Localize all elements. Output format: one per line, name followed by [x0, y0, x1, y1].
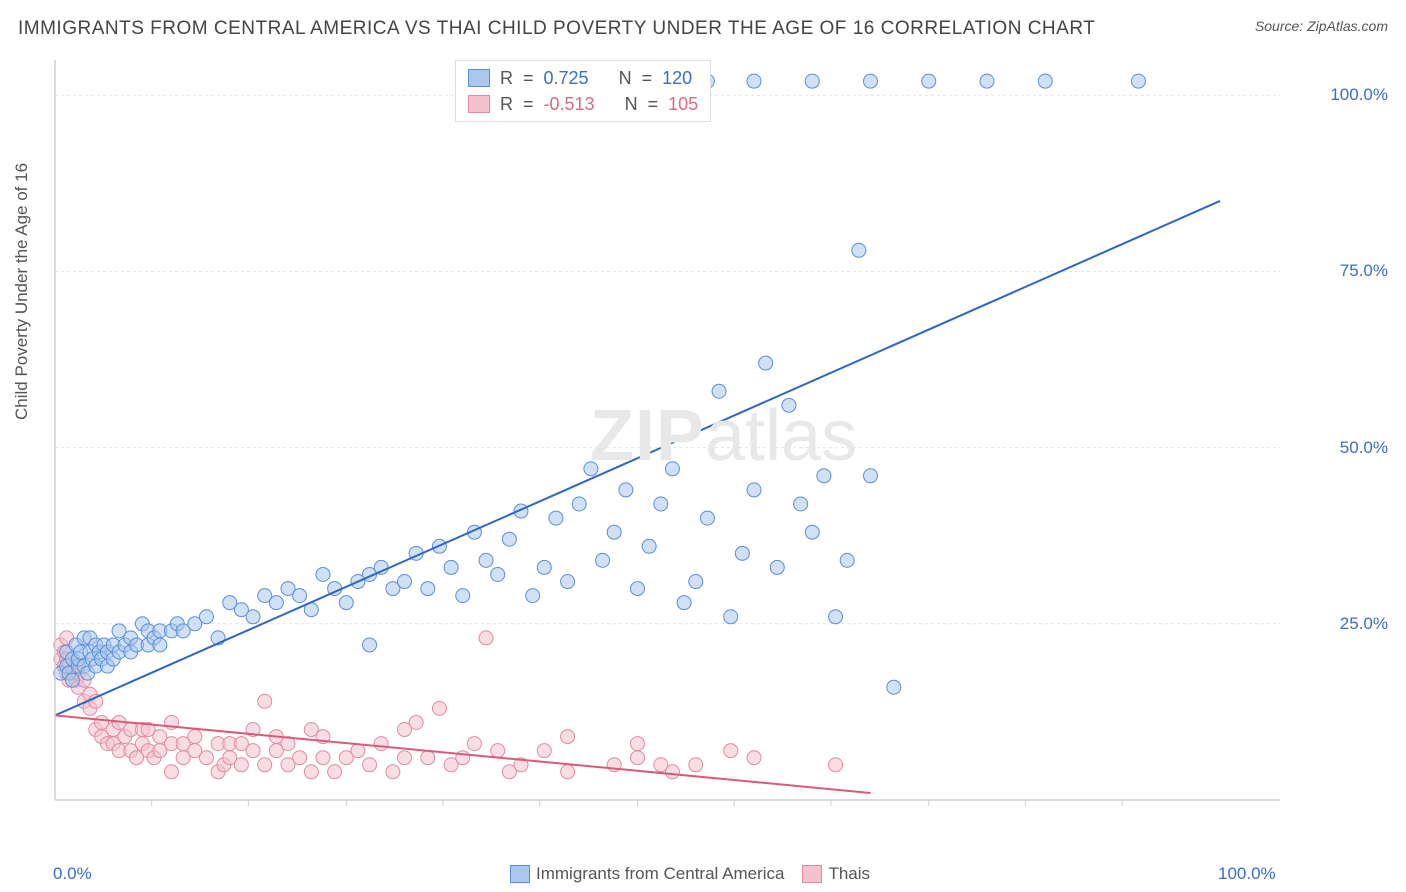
y-tick-label: 25.0% [1340, 614, 1388, 634]
scatter-plot [50, 55, 1290, 825]
x-tick-label: 100.0% [1218, 864, 1276, 884]
n-value-b: 105 [668, 94, 698, 115]
series-a-name: Immigrants from Central America [536, 864, 784, 884]
n-label-a: N [619, 68, 632, 89]
legend-item-series-a: Immigrants from Central America [510, 864, 784, 884]
equals-sign: = [642, 68, 653, 89]
swatch-series-a [510, 865, 530, 883]
swatch-series-b [802, 865, 822, 883]
swatch-series-b [468, 95, 490, 113]
y-tick-label: 75.0% [1340, 261, 1388, 281]
equals-sign: = [523, 94, 534, 115]
legend-row-series-b: R = -0.513 N = 105 [468, 91, 698, 117]
n-label-b: N [625, 94, 638, 115]
legend-series: Immigrants from Central America Thais [510, 864, 870, 884]
n-value-a: 120 [662, 68, 692, 89]
legend-correlation: R = 0.725 N = 120 R = -0.513 N = 105 [455, 60, 711, 122]
y-tick-label: 100.0% [1330, 85, 1388, 105]
equals-sign: = [648, 94, 659, 115]
r-label-a: R [500, 68, 513, 89]
swatch-series-a [468, 69, 490, 87]
legend-row-series-a: R = 0.725 N = 120 [468, 65, 698, 91]
y-tick-label: 50.0% [1340, 438, 1388, 458]
equals-sign: = [523, 68, 534, 89]
r-label-b: R [500, 94, 513, 115]
r-value-a: 0.725 [544, 68, 589, 89]
x-tick-label: 0.0% [53, 864, 92, 884]
source-label: Source: ZipAtlas.com [1255, 18, 1388, 34]
series-b-name: Thais [828, 864, 870, 884]
chart-title: IMMIGRANTS FROM CENTRAL AMERICA VS THAI … [18, 18, 1095, 40]
chart-area [50, 55, 1290, 825]
y-axis-label: Child Poverty Under the Age of 16 [12, 163, 32, 420]
r-value-b: -0.513 [544, 94, 595, 115]
legend-item-series-b: Thais [802, 864, 870, 884]
